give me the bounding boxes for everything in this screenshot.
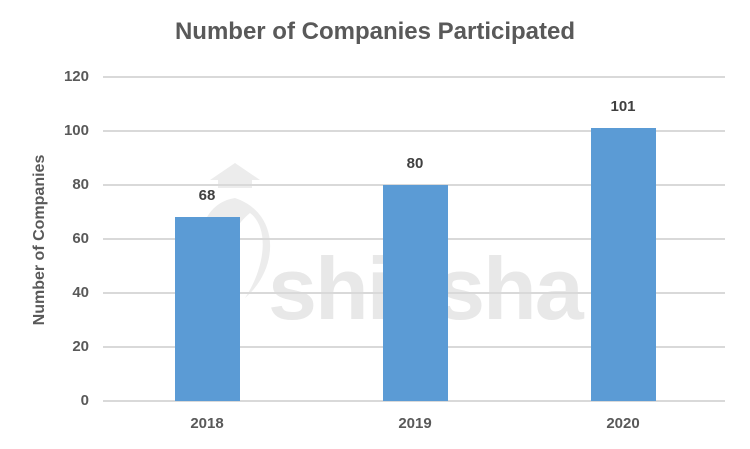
y-tick-label: 40 xyxy=(72,284,89,301)
bar-2020 xyxy=(590,128,656,401)
gridline xyxy=(103,76,725,78)
chart-title: Number of Companies Participated xyxy=(174,18,576,45)
x-tick-label: 2019 xyxy=(398,415,432,432)
bar-2019 xyxy=(382,185,448,401)
bar-2018 xyxy=(174,217,240,401)
y-tick-label: 20 xyxy=(72,338,89,355)
x-tick-label: 2018 xyxy=(190,415,224,432)
gridline xyxy=(103,400,725,402)
y-tick-label: 60 xyxy=(72,230,89,247)
y-tick-label: 80 xyxy=(72,176,89,193)
y-tick-label: 120 xyxy=(63,68,89,85)
data-label: 80 xyxy=(406,155,424,172)
x-tick-label: 2020 xyxy=(606,415,640,432)
y-tick-label: 100 xyxy=(63,122,89,139)
plot-area: 68 80 101 xyxy=(103,76,725,402)
data-label: 68 xyxy=(198,187,216,205)
gridline xyxy=(103,130,725,132)
data-label: 101 xyxy=(610,98,636,116)
y-tick-label: 0 xyxy=(80,392,89,409)
